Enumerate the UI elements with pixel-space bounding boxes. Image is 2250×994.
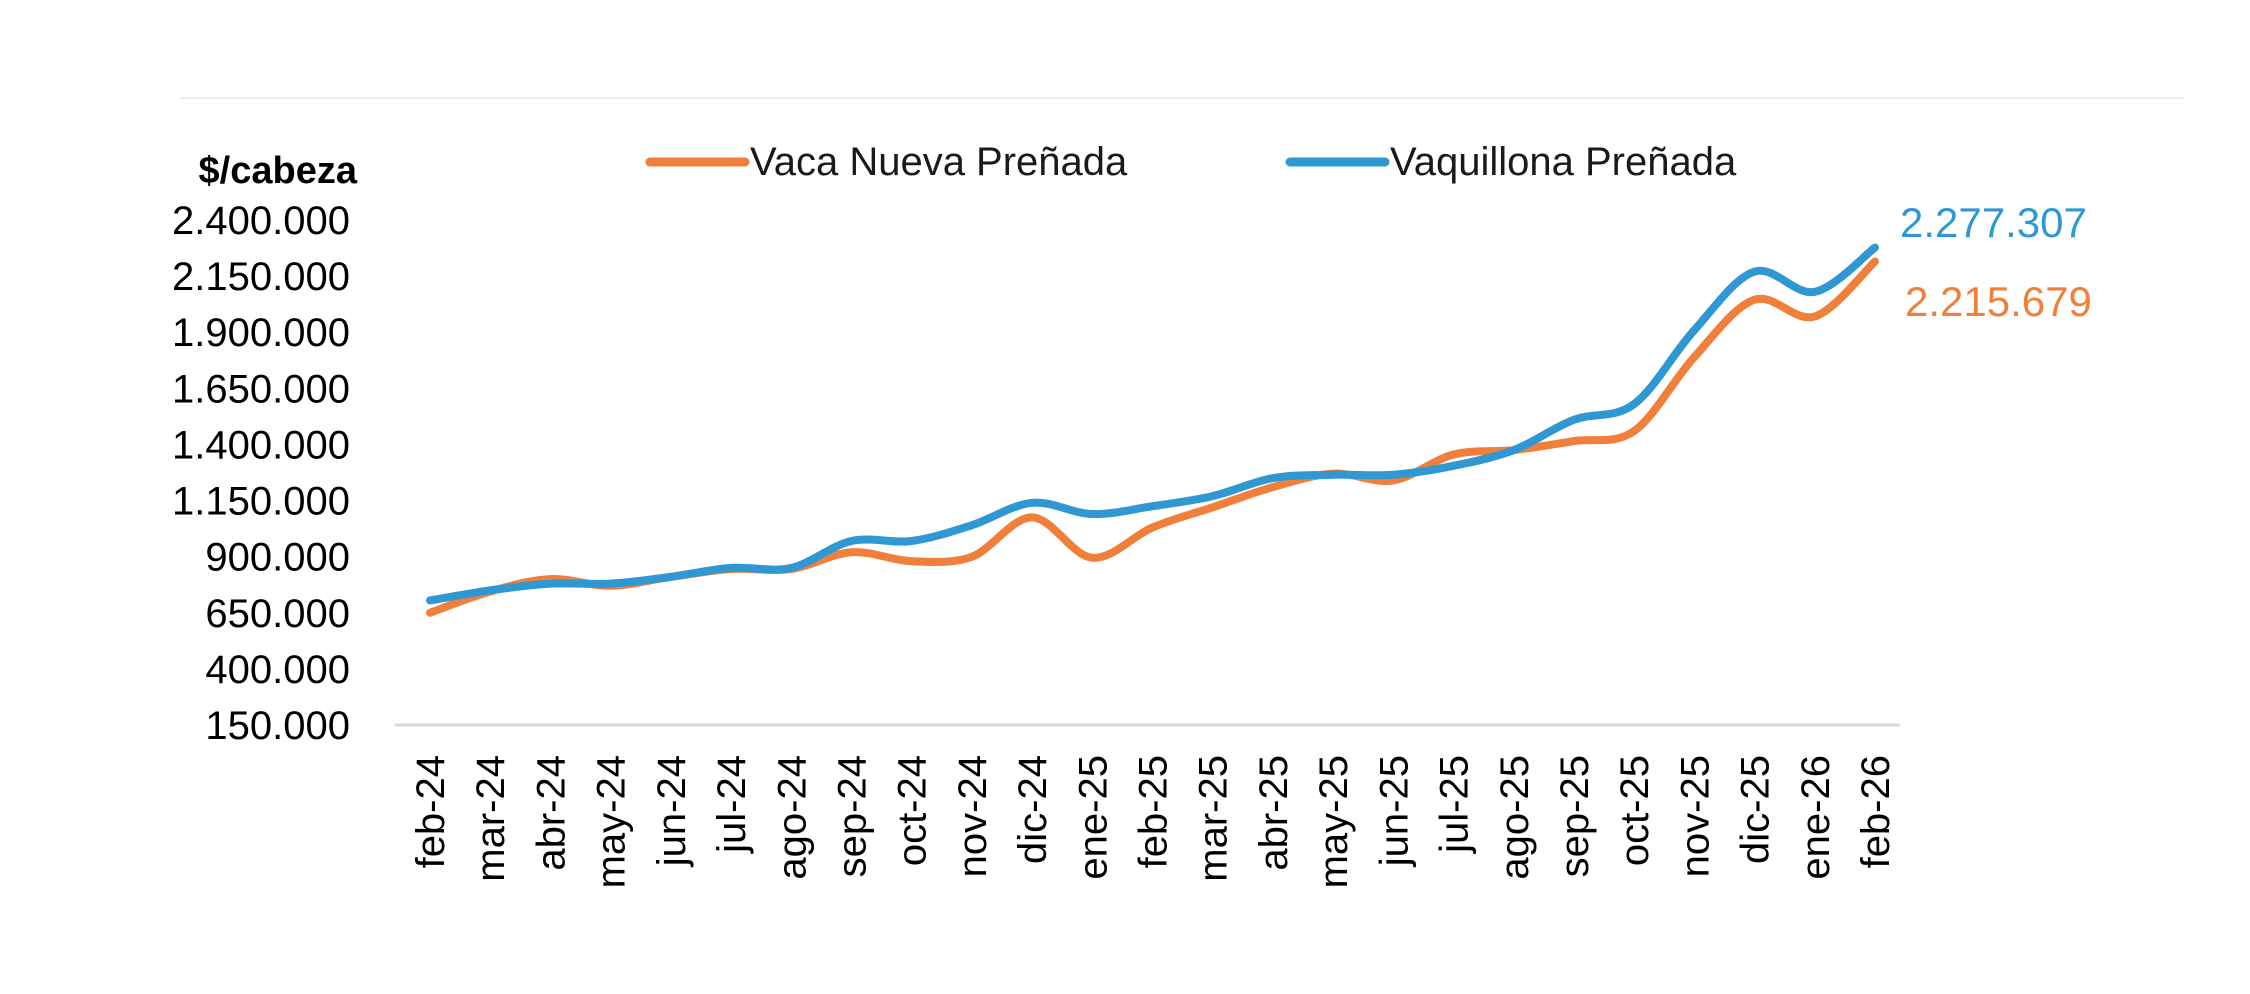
x-tick-label: may-25 (1312, 755, 1356, 888)
x-tick-label: ene-26 (1794, 755, 1838, 880)
x-tick-label: ago-25 (1493, 755, 1537, 880)
x-tick-label: may-24 (590, 755, 634, 888)
x-tick-label: dic-25 (1734, 755, 1778, 864)
y-axis-label: $/cabeza (199, 150, 358, 192)
x-tick-label: oct-24 (891, 755, 935, 866)
y-tick-label: 150.000 (205, 704, 350, 748)
x-tick-label: nov-24 (951, 755, 995, 877)
legend-label-1: Vaquillona Preñada (1390, 140, 1737, 184)
y-tick-label: 1.400.000 (172, 423, 350, 467)
x-tick-label: jul-25 (1433, 755, 1477, 854)
x-tick-label: ago-24 (770, 755, 814, 880)
x-tick-label: abr-24 (529, 755, 573, 871)
x-tick-label: jun-24 (650, 755, 694, 867)
y-tick-label: 1.150.000 (172, 480, 350, 524)
x-tick-label: mar-25 (1192, 755, 1236, 882)
x-axis-ticks: feb-24 mar-24 abr-24 may-24 jun-24 jul-24 ago-… (409, 755, 1898, 888)
y-tick-label: 400.000 (205, 648, 350, 692)
x-tick-label: sep-25 (1553, 755, 1597, 877)
x-tick-label: ene-25 (1071, 755, 1115, 880)
y-tick-label: 1.650.000 (172, 367, 350, 411)
end-value-label-1: 2.277.307 (1900, 199, 2087, 246)
x-tick-label: jun-25 (1372, 755, 1416, 867)
y-tick-label: 2.400.000 (172, 199, 350, 243)
x-tick-label: jul-24 (710, 755, 754, 854)
x-tick-label: feb-26 (1854, 755, 1898, 868)
y-axis-ticks: 2.400.000 2.150.000 1.900.000 1.650.000 1.40… (172, 199, 350, 748)
x-tick-label: feb-24 (409, 755, 453, 868)
x-tick-label: abr-25 (1252, 755, 1296, 871)
y-tick-label: 1.900.000 (172, 311, 350, 355)
y-tick-label: 2.150.000 (172, 255, 350, 299)
series-lines (426, 243, 1879, 617)
end-value-label-0: 2.215.679 (1905, 278, 2092, 325)
y-tick-label: 900.000 (205, 536, 350, 580)
x-tick-label: sep-24 (830, 755, 874, 877)
legend: Vaca Nueva Preñada Vaquillona Preñada (645, 140, 1737, 184)
x-tick-label: mar-24 (469, 755, 513, 882)
x-tick-label: dic-24 (1011, 755, 1055, 864)
legend-label-0: Vaca Nueva Preñada (750, 140, 1128, 184)
series-line-1 (426, 243, 1879, 605)
x-tick-label: oct-25 (1613, 755, 1657, 866)
end-labels: 2.215.679 2.277.307 (1900, 199, 2092, 325)
x-tick-label: feb-25 (1132, 755, 1176, 868)
x-tick-label: nov-25 (1673, 755, 1717, 877)
series-line-0 (426, 257, 1879, 617)
y-tick-label: 650.000 (205, 592, 350, 636)
